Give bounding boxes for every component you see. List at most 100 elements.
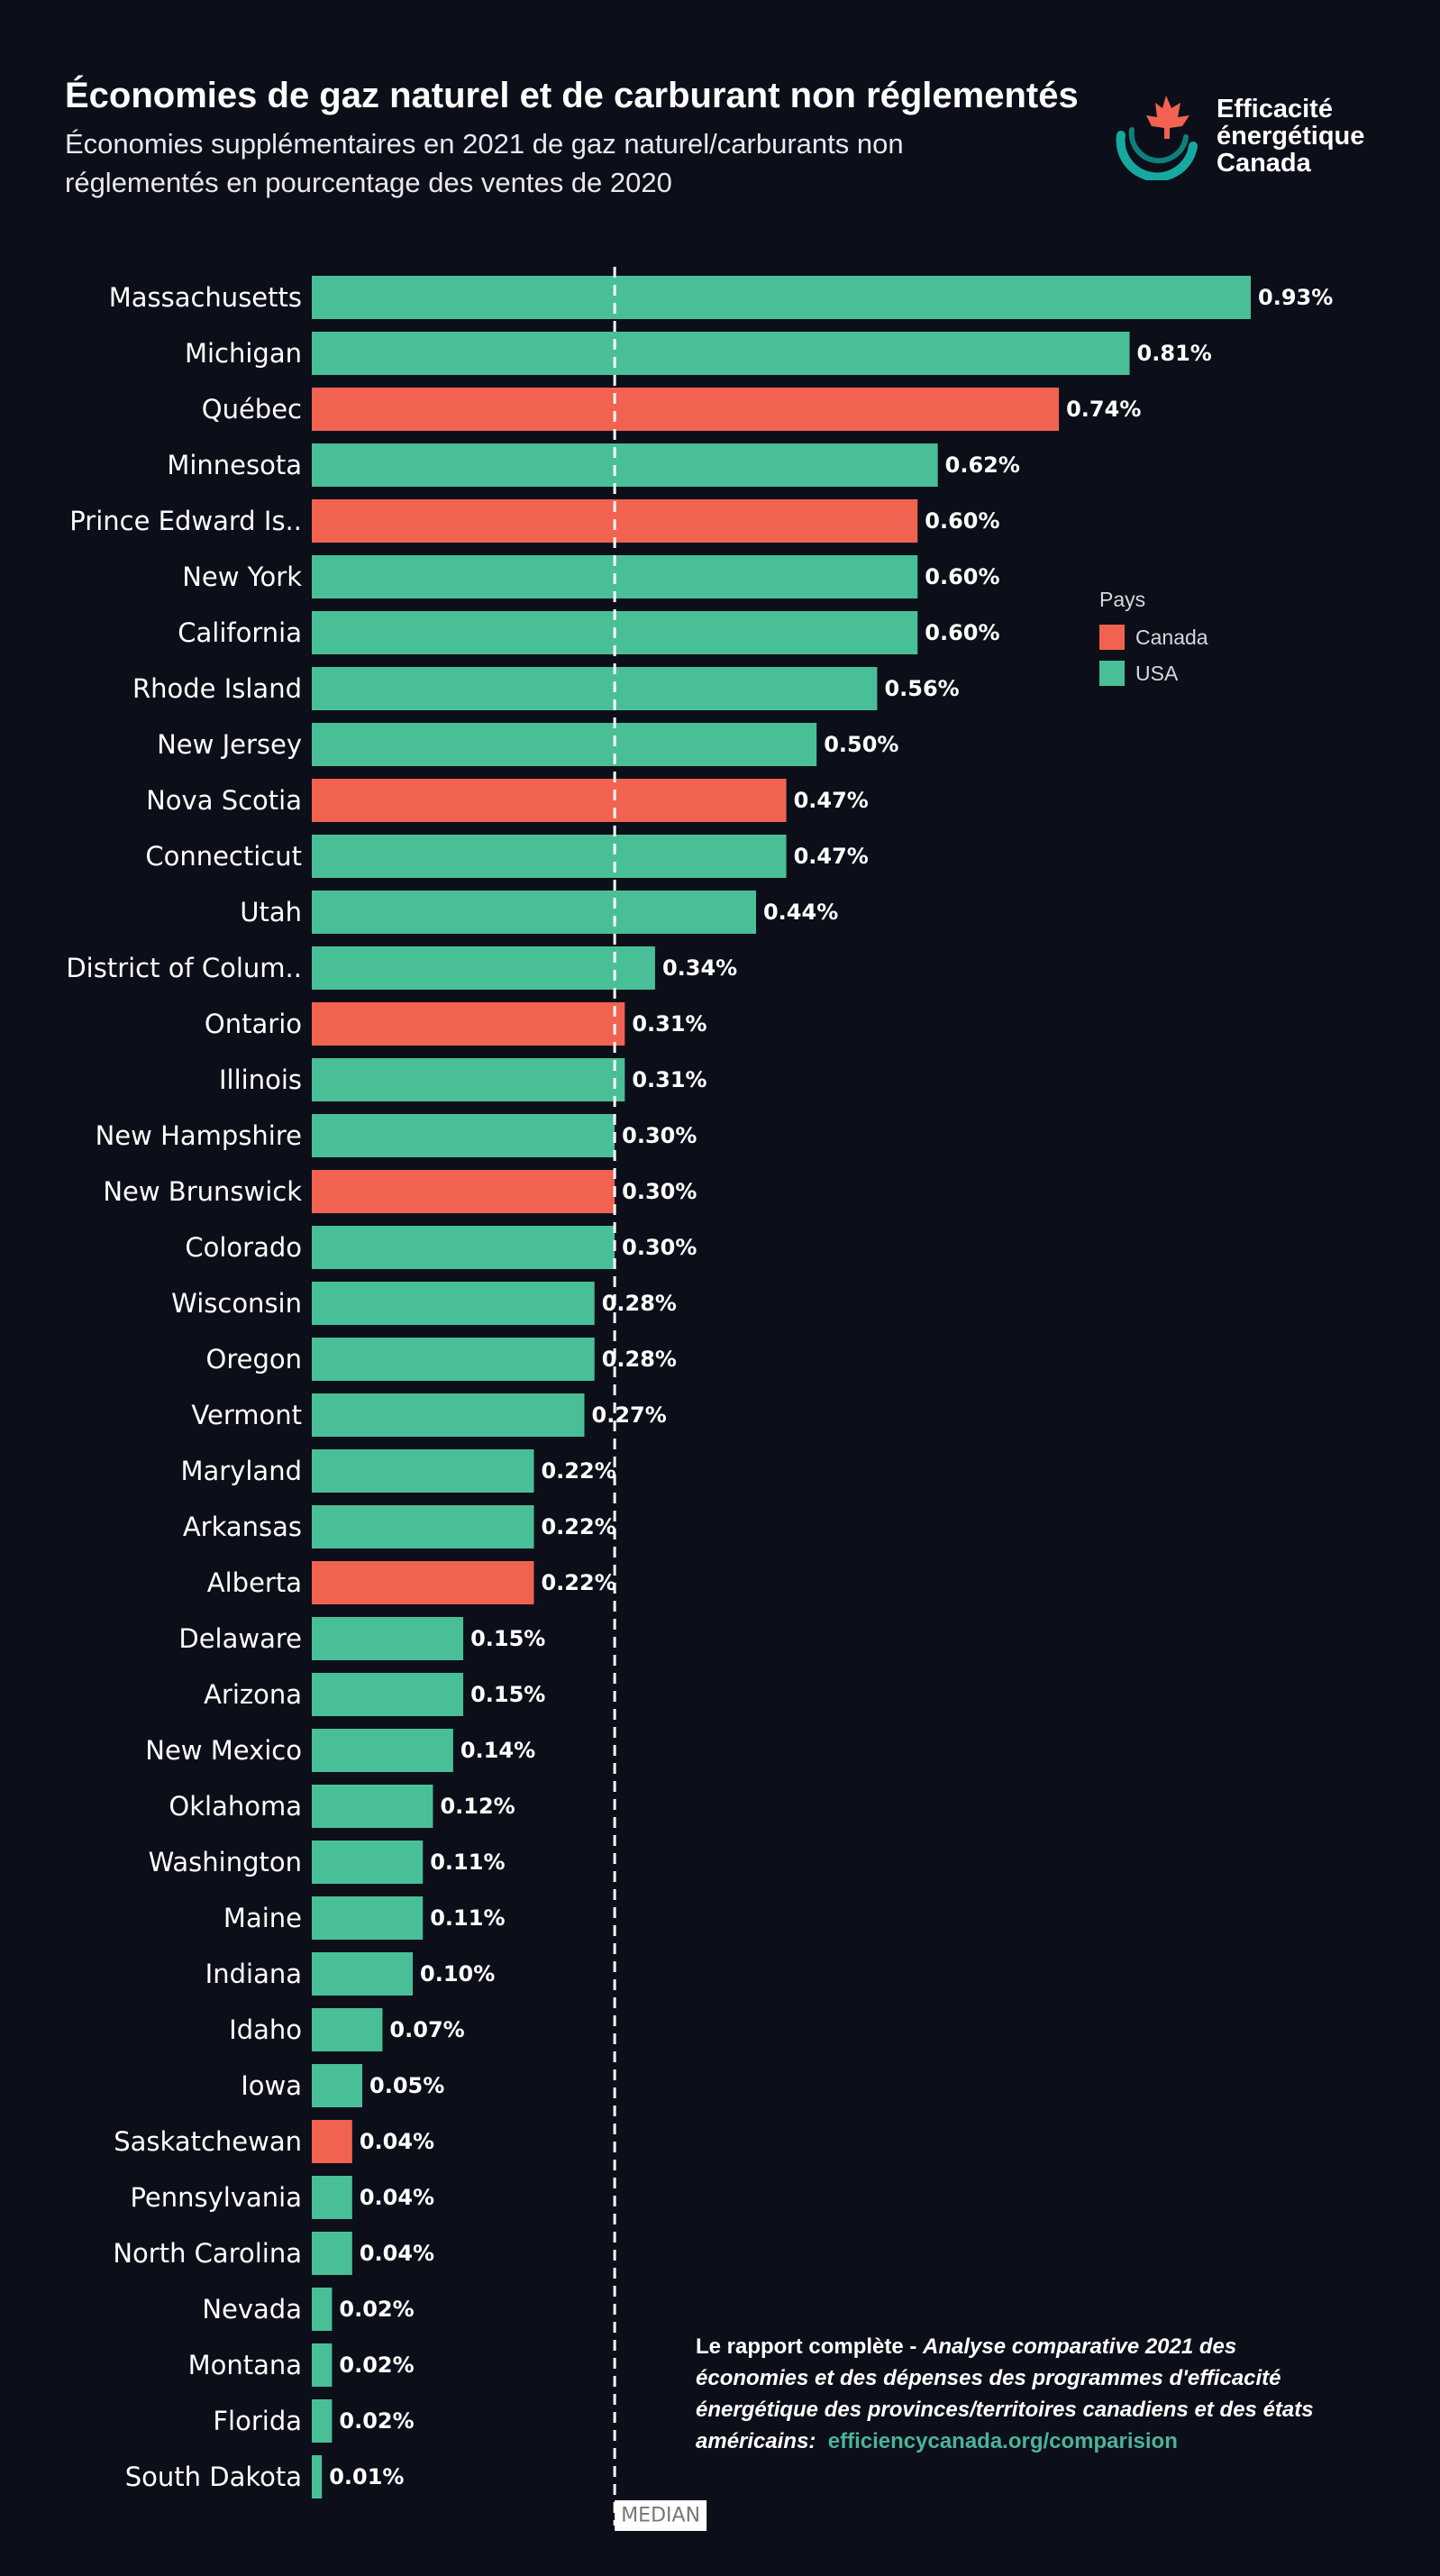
bar-colorado — [312, 1226, 615, 1269]
category-label: Nova Scotia — [146, 785, 302, 816]
footnote-link[interactable]: efficiencycanada.org/comparision — [827, 2429, 1178, 2453]
bar-saskatchewan — [312, 2120, 352, 2163]
footnote: Le rapport complète - Analyse comparativ… — [696, 2331, 1344, 2457]
value-label: 0.28% — [602, 1347, 677, 1372]
bar-illinois — [312, 1058, 625, 1101]
bar-wisconsin — [312, 1282, 595, 1325]
category-label: Massachusetts — [109, 282, 302, 313]
value-label: 0.02% — [339, 2297, 414, 2322]
bar-new-brunswick — [312, 1170, 615, 1213]
category-label: Ontario — [205, 1009, 302, 1039]
median-label-box — [615, 2500, 707, 2531]
category-label: Rhode Island — [132, 673, 302, 704]
legend-swatch-canada — [1099, 625, 1125, 650]
category-label: South Dakota — [125, 2462, 302, 2492]
legend-label-canada: Canada — [1135, 625, 1208, 649]
value-label: 0.04% — [360, 2129, 434, 2154]
bar-florida — [312, 2399, 333, 2443]
bar-south-dakota — [312, 2455, 323, 2498]
value-label: 0.02% — [339, 2408, 414, 2434]
bar-ontario — [312, 1002, 625, 1046]
category-label: Indiana — [205, 1959, 302, 1989]
bar-north-carolina — [312, 2232, 352, 2275]
value-label: 0.81% — [1137, 341, 1212, 366]
bar-maine — [312, 1896, 424, 1940]
category-label: Iowa — [241, 2070, 302, 2101]
logo-line-2: énergétique — [1217, 122, 1365, 151]
bar-new-jersey — [312, 723, 817, 766]
category-label: New Jersey — [157, 729, 302, 760]
value-label: 0.50% — [824, 732, 898, 757]
value-label: 0.62% — [945, 452, 1020, 478]
category-label: Vermont — [191, 1400, 302, 1430]
category-label: New Hampshire — [96, 1120, 302, 1151]
value-label: 0.74% — [1066, 397, 1141, 422]
category-label: New York — [182, 562, 302, 592]
category-label: Arkansas — [183, 1512, 302, 1542]
category-label: Pennsylvania — [130, 2182, 302, 2213]
legend-title: Pays — [1099, 588, 1146, 611]
category-label: Maryland — [181, 1456, 303, 1486]
bar-district-of-colum- — [312, 946, 655, 990]
bar-montana — [312, 2343, 333, 2387]
bar-new-mexico — [312, 1729, 453, 1772]
category-label: Alberta — [207, 1567, 302, 1598]
value-label: 0.60% — [925, 564, 999, 589]
bar-maryland — [312, 1449, 534, 1493]
category-label: Florida — [213, 2406, 302, 2436]
value-label: 0.30% — [622, 1123, 697, 1148]
value-label: 0.22% — [541, 1514, 615, 1539]
category-label: Québec — [202, 394, 302, 425]
category-label: Maine — [223, 1903, 302, 1933]
value-label: 0.22% — [541, 1570, 615, 1595]
category-label: Nevada — [202, 2294, 302, 2325]
value-label: 0.15% — [470, 1682, 545, 1707]
value-label: 0.30% — [622, 1179, 697, 1204]
bar-alberta — [312, 1561, 534, 1604]
category-label: New Brunswick — [103, 1176, 302, 1207]
bar-nevada — [312, 2288, 333, 2331]
value-label: 0.31% — [632, 1067, 706, 1092]
bar-pennsylvania — [312, 2176, 352, 2219]
category-label: Montana — [188, 2350, 302, 2380]
logo-line-1: Efficacité — [1217, 95, 1333, 123]
value-label: 0.05% — [369, 2073, 444, 2098]
legend-label-usa: USA — [1135, 661, 1179, 685]
value-label: 0.04% — [360, 2241, 434, 2266]
value-label: 0.93% — [1258, 285, 1333, 310]
value-label: 0.11% — [430, 1850, 505, 1875]
value-label: 0.56% — [884, 676, 959, 701]
brand-logo: Efficacité énergétique Canada — [1110, 90, 1381, 180]
category-label: Oregon — [206, 1344, 302, 1375]
value-label: 0.60% — [925, 508, 999, 534]
legend-item-usa: USA — [1099, 655, 1208, 691]
category-label: North Carolina — [113, 2238, 302, 2269]
chart-title: Économies de gaz naturel et de carburant… — [65, 76, 1079, 115]
bar-utah — [312, 891, 756, 934]
bar-minnesota — [312, 443, 938, 487]
category-label: Idaho — [229, 2014, 302, 2045]
bar-michigan — [312, 332, 1130, 375]
bar-arkansas — [312, 1505, 534, 1548]
logo-line-3: Canada — [1217, 149, 1311, 178]
footnote-report-title: Analyse comparative 2021 des économies e… — [696, 2334, 1314, 2453]
logo-wordmark: Efficacité énergétique Canada — [1217, 96, 1364, 177]
category-label: Utah — [240, 897, 302, 927]
category-label: Delaware — [178, 1623, 302, 1654]
maple-leaf-swirl-logo-icon — [1116, 96, 1198, 180]
bar-arizona — [312, 1673, 464, 1716]
value-label: 0.02% — [339, 2352, 414, 2378]
value-label: 0.10% — [420, 1961, 495, 1987]
bar-new-hampshire — [312, 1114, 615, 1157]
bar-qu-bec — [312, 388, 1060, 431]
bar-washington — [312, 1841, 424, 1884]
value-label: 0.22% — [541, 1458, 615, 1484]
value-label: 0.30% — [622, 1235, 697, 1260]
category-label: Connecticut — [145, 841, 302, 872]
median-label: MEDIAN — [621, 2505, 700, 2527]
category-label: Prince Edward Is.. — [69, 506, 302, 536]
bar-connecticut — [312, 835, 787, 878]
category-label: Colorado — [185, 1232, 302, 1263]
legend-swatch-usa — [1099, 661, 1125, 686]
